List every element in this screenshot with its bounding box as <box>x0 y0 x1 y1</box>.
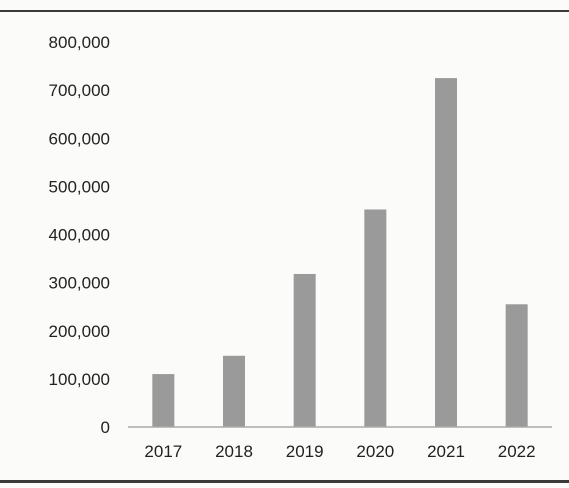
y-tick-label: 500,000 <box>49 177 110 196</box>
bottom-rule <box>0 480 569 483</box>
bar-2022 <box>505 304 528 427</box>
bar-2021 <box>435 78 457 427</box>
x-axis-tick-labels: 2017 2018 2019 2020 2021 2022 <box>144 442 535 461</box>
x-tick-label: 2020 <box>356 442 394 461</box>
y-tick-label: 700,000 <box>49 81 110 100</box>
bar-2020 <box>364 209 387 427</box>
y-tick-label: 600,000 <box>49 129 110 148</box>
bars <box>152 78 528 427</box>
y-tick-label: 300,000 <box>49 274 110 293</box>
top-rule <box>0 10 569 12</box>
bar-2017 <box>152 374 175 427</box>
y-tick-label: 200,000 <box>49 322 110 341</box>
x-tick-label: 2018 <box>215 442 253 461</box>
bar-2018 <box>223 355 245 427</box>
x-tick-label: 2021 <box>427 442 465 461</box>
y-tick-label: 800,000 <box>49 33 110 52</box>
y-axis-tick-labels: 0 100,000 200,000 300,000 400,000 500,000 600,… <box>49 33 110 437</box>
y-tick-label: 400,000 <box>49 226 110 245</box>
x-tick-label: 2022 <box>498 442 536 461</box>
y-tick-label: 0 <box>101 418 110 437</box>
bar-2019 <box>293 273 316 427</box>
x-tick-label: 2019 <box>286 442 324 461</box>
y-tick-label: 100,000 <box>49 370 110 389</box>
x-tick-label: 2017 <box>144 442 182 461</box>
